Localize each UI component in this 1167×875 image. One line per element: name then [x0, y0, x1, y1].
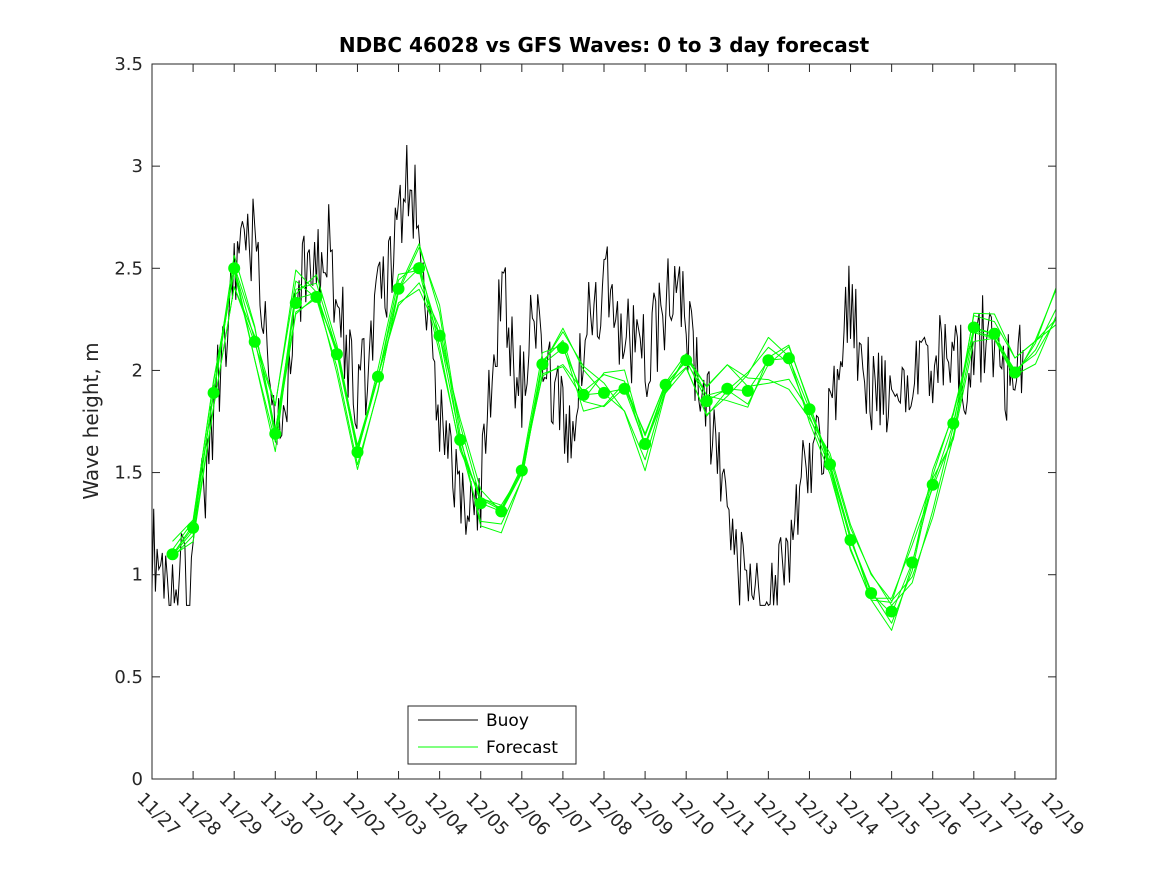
forecast-point — [680, 354, 693, 367]
forecast-point — [762, 354, 775, 367]
forecast-point — [269, 427, 282, 440]
forecast-point — [454, 433, 467, 446]
forecast-point — [433, 329, 446, 342]
forecast-series-line — [172, 247, 1057, 602]
forecast-series-line — [172, 243, 1057, 606]
y-tick-label: 2.5 — [114, 258, 143, 279]
forecast-point — [1008, 366, 1021, 379]
forecast-point — [166, 548, 179, 561]
forecast-point — [741, 384, 754, 397]
y-tick-label: 0.5 — [114, 667, 143, 688]
chart-title: NDBC 46028 vs GFS Waves: 0 to 3 day fore… — [339, 33, 870, 57]
forecast-point — [721, 382, 734, 395]
forecast-point — [289, 297, 302, 309]
forecast-point — [885, 605, 898, 618]
forecast-point — [372, 370, 384, 383]
forecast-point — [803, 403, 816, 416]
forecast-point — [824, 458, 836, 471]
forecast-point — [392, 282, 405, 295]
forecast-point — [700, 395, 713, 408]
forecast-point — [844, 534, 857, 546]
y-tick-label: 3 — [132, 156, 143, 177]
forecast-point — [248, 335, 261, 348]
legend: Buoy Forecast — [407, 705, 577, 765]
forecast-point — [618, 382, 631, 395]
forecast-point — [536, 358, 549, 371]
forecast-point — [351, 446, 364, 459]
forecast-point — [926, 478, 939, 491]
forecast-point — [330, 348, 343, 361]
legend-box — [407, 705, 577, 765]
y-tick-label: 1.5 — [114, 463, 143, 484]
forecast-point — [187, 521, 200, 534]
forecast-point — [495, 505, 508, 518]
forecast-series-line — [172, 266, 1057, 603]
forecast-point — [413, 262, 426, 275]
forecast-point — [577, 388, 590, 401]
forecast-series-line — [172, 267, 1057, 614]
forecast-point — [659, 378, 672, 391]
forecast-point — [782, 352, 795, 365]
y-axis-label: Wave height, m — [79, 342, 103, 499]
forecast-point — [865, 587, 878, 600]
forecast-point — [947, 417, 960, 430]
y-tick-label: 0 — [132, 769, 143, 790]
forecast-point — [515, 464, 528, 477]
forecast-point — [639, 438, 652, 450]
y-tick-label: 1 — [132, 565, 143, 586]
forecast-point — [228, 262, 241, 275]
legend-buoy-label: Buoy — [486, 711, 529, 731]
forecast-point — [474, 497, 487, 510]
y-tick-label: 3.5 — [114, 54, 143, 75]
y-tick-label: 2 — [132, 360, 143, 381]
forecast-point — [967, 321, 980, 334]
forecast-point — [310, 290, 323, 303]
forecast-point — [556, 342, 569, 354]
forecast-point — [906, 556, 919, 569]
forecast-point — [988, 327, 1001, 340]
forecast-point — [207, 386, 220, 399]
forecast-point — [598, 386, 610, 399]
legend-forecast-label: Forecast — [486, 738, 558, 758]
